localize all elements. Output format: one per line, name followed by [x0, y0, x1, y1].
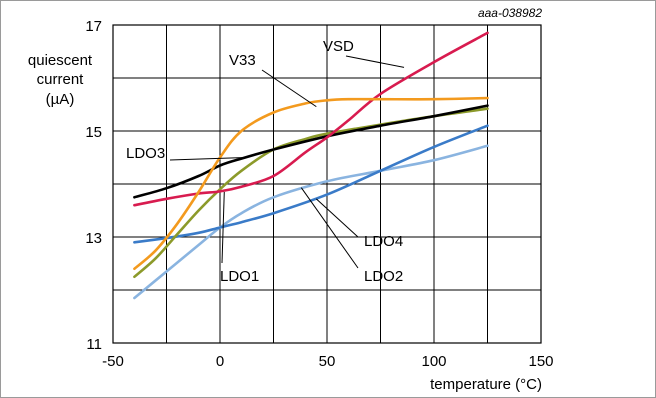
- leader-line-ldo4: [315, 198, 359, 238]
- x-tick-label: 100: [421, 353, 446, 370]
- callout-labels: VSD V33 LDO3 LDO1 LDO4 LDO2: [126, 38, 403, 285]
- leader-line-ldo2: [300, 187, 359, 269]
- y-axis-label-line-3: (µA): [46, 91, 75, 108]
- series-line-ldo1: [133, 107, 489, 279]
- leader-line-vsd: [345, 55, 405, 68]
- y-axis-label-line-1: quiescent: [28, 52, 93, 69]
- leader-line-v33: [261, 69, 317, 108]
- leader-line-ldo3: [169, 157, 246, 161]
- figure-id: aaa-038982: [478, 6, 542, 20]
- y-tick-label: 11: [86, 336, 102, 353]
- grid: [112, 24, 542, 344]
- callout-ldo4: LDO4: [364, 233, 403, 250]
- x-tick-label: 0: [216, 353, 224, 370]
- x-tick-label: 50: [319, 353, 336, 370]
- y-tick-label: 13: [85, 230, 102, 247]
- tick-labels: -50 0 50 100 150 11 13 15 17: [85, 18, 553, 370]
- plot-border: [112, 24, 542, 344]
- y-axis-label-line-2: current: [37, 71, 85, 88]
- callout-ldo3: LDO3: [126, 145, 165, 162]
- series-lines: [133, 31, 489, 300]
- series-line-v33: [133, 96, 489, 271]
- callout-ldo1: LDO1: [220, 268, 259, 285]
- callout-v33: V33: [229, 52, 256, 69]
- x-tick-label: -50: [102, 353, 124, 370]
- series-line-ldo2: [133, 144, 489, 300]
- y-tick-label: 15: [85, 124, 102, 141]
- series-line-ldo3: [133, 104, 489, 199]
- callout-vsd: VSD: [323, 38, 354, 55]
- callout-leaders: [169, 55, 405, 269]
- callout-ldo2: LDO2: [364, 268, 403, 285]
- leader-line-ldo1: [221, 191, 225, 264]
- x-tick-label: 150: [528, 353, 553, 370]
- series-line-ldo4: [133, 124, 489, 244]
- y-tick-label: 17: [85, 18, 102, 35]
- x-axis-label: temperature (°C): [430, 376, 542, 393]
